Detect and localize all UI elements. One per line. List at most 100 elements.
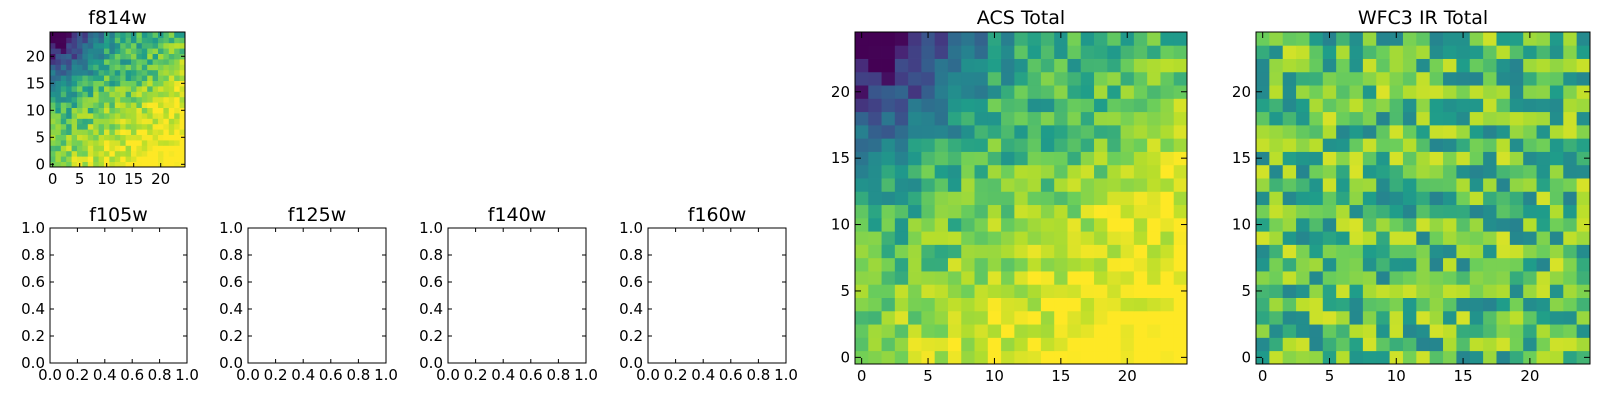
heatmap-cell xyxy=(1456,85,1471,99)
heatmap-cell xyxy=(1576,111,1591,126)
heatmap-cell xyxy=(1336,164,1350,179)
heatmap-cell xyxy=(55,37,62,44)
y-tick-label-f105w: 0.8 xyxy=(21,246,45,264)
heatmap-cell xyxy=(1001,231,1015,245)
heatmap-cell xyxy=(1389,85,1404,99)
heatmap-cell xyxy=(1456,231,1471,245)
heatmap-cell xyxy=(141,156,148,162)
heatmap-cell xyxy=(1483,244,1497,259)
heatmap-cell xyxy=(1362,204,1377,219)
heatmap-cell xyxy=(1563,151,1578,166)
heatmap-cell xyxy=(934,98,949,113)
heatmap-cell xyxy=(1496,191,1511,206)
panel-title-acs-total: ACS Total xyxy=(977,7,1065,29)
heatmap-cell xyxy=(158,91,164,98)
heatmap-cell xyxy=(1296,58,1310,73)
heatmap-cell xyxy=(1563,350,1578,365)
heatmap-cell xyxy=(1336,204,1350,219)
heatmap-cell xyxy=(147,113,153,119)
heatmap-cell xyxy=(1416,284,1431,298)
heatmap-cell xyxy=(894,217,909,232)
tick-group-f125w: 0.0 0.2 0.4 0.6 0.8 1.00.00.20.40.60.81.0 xyxy=(219,219,398,384)
heatmap-cell xyxy=(1309,244,1324,259)
heatmap-cell xyxy=(1014,85,1029,99)
heatmap-cell xyxy=(50,123,56,130)
heatmap-cell xyxy=(1376,204,1390,219)
heatmap-cell xyxy=(908,111,922,126)
heatmap-cell xyxy=(1536,284,1551,298)
heatmap-cell xyxy=(71,129,78,135)
heatmap-cell xyxy=(1496,138,1511,152)
heatmap-cell xyxy=(1349,98,1364,113)
heatmap-cell xyxy=(1389,204,1404,219)
heatmap-cell xyxy=(1389,324,1404,338)
heatmap-cell xyxy=(908,138,922,152)
heatmap-cell xyxy=(1389,271,1404,285)
heatmap-cell xyxy=(1309,217,1324,232)
heatmap-cell xyxy=(163,161,170,168)
heatmap-cell xyxy=(152,86,159,92)
x-tick-label-f140w: 1.0 xyxy=(574,366,598,384)
heatmap-cell xyxy=(1402,271,1417,285)
heatmap-cell xyxy=(908,164,922,179)
heatmap-cell xyxy=(1014,217,1029,232)
heatmap-cell xyxy=(98,37,105,44)
heatmap-cell xyxy=(987,324,1002,338)
y-tick-label-f160w: 0.2 xyxy=(619,327,643,345)
heatmap-cell xyxy=(1336,58,1350,73)
heatmap-cell xyxy=(1443,164,1457,179)
heatmap-cell xyxy=(1014,151,1029,166)
heatmap-cell xyxy=(158,102,164,108)
heatmap-cell xyxy=(1040,337,1055,352)
heatmap-cell xyxy=(974,244,989,259)
heatmap-cell xyxy=(1496,204,1511,219)
heatmap-cell xyxy=(1322,271,1337,285)
heatmap-cell xyxy=(881,284,896,298)
heatmap-cell xyxy=(104,91,110,98)
heatmap-cell xyxy=(66,64,72,71)
heatmap-cell xyxy=(93,96,99,103)
heatmap-cell xyxy=(974,178,989,192)
heatmap-cell xyxy=(125,91,132,98)
heatmap-cell xyxy=(71,32,78,38)
heatmap-cell xyxy=(1322,164,1337,179)
heatmap-cell xyxy=(987,124,1002,139)
heatmap-cell xyxy=(1443,191,1457,206)
heatmap-cell xyxy=(147,161,153,168)
heatmap-cell xyxy=(163,32,170,38)
heatmap-cell xyxy=(1133,217,1148,232)
heatmap-cell xyxy=(1443,124,1457,139)
heatmap-cell xyxy=(1120,85,1135,99)
heatmap-cell xyxy=(109,113,116,119)
heatmap-cell xyxy=(55,102,62,108)
heatmap-cell xyxy=(66,42,72,49)
heatmap-cell xyxy=(141,59,148,65)
heatmap-cell xyxy=(66,113,72,119)
heatmap-cell xyxy=(1080,32,1095,46)
heatmap-cell xyxy=(1120,244,1135,259)
x-tick-label-f140w: 0.2 xyxy=(464,366,488,384)
heatmap-cell xyxy=(1256,138,1270,152)
heatmap-cell xyxy=(947,337,962,352)
heatmap-cell xyxy=(131,134,137,141)
heatmap-cell xyxy=(1549,310,1564,325)
heatmap-cell xyxy=(1429,178,1444,192)
heatmap-cell xyxy=(1133,324,1148,338)
heatmap-cell xyxy=(109,102,116,108)
heatmap-cell xyxy=(1402,124,1417,139)
heatmap-cell xyxy=(1536,164,1551,179)
heatmap-cell xyxy=(1094,178,1108,192)
heatmap-cell xyxy=(1509,111,1524,126)
heatmap-cell xyxy=(881,111,896,126)
heatmap-cell xyxy=(93,107,99,114)
heatmap-cell xyxy=(1416,164,1431,179)
heatmap-cell xyxy=(98,145,105,152)
heatmap-cell xyxy=(55,145,62,152)
heatmap-cell xyxy=(1549,337,1564,352)
heatmap-cell xyxy=(1014,164,1029,179)
heatmap-cell xyxy=(50,59,56,65)
heatmap-cell xyxy=(158,156,164,162)
heatmap-cell xyxy=(1256,337,1270,352)
